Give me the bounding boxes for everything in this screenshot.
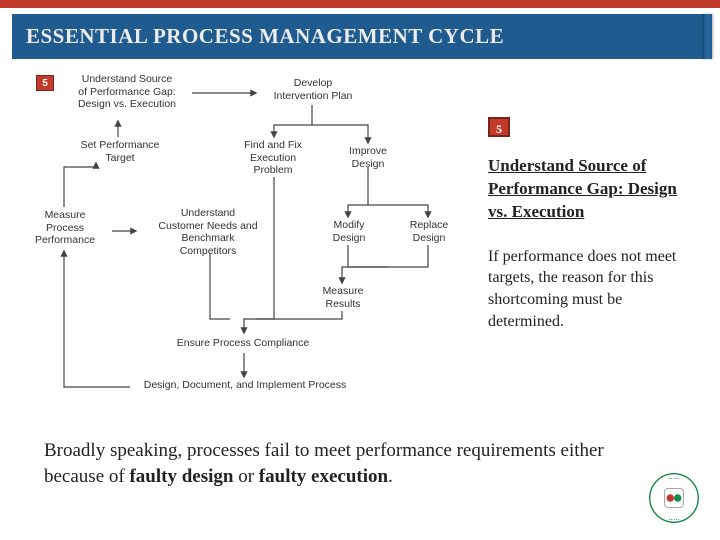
content: 5 Understand Sourceof Performance Gap:De… <box>0 59 720 67</box>
step-badge-5: 5 <box>36 75 54 91</box>
bottom-bold-2: faulty execution <box>259 466 388 487</box>
title-bar: ESSENTIAL PROCESS MANAGEMENT CYCLE <box>12 14 708 59</box>
side-step-badge: 5 <box>488 117 510 137</box>
page-title: ESSENTIAL PROCESS MANAGEMENT CYCLE <box>26 24 694 49</box>
node-design-doc: Design, Document, and Implement Process <box>130 379 360 392</box>
node-understand-source: Understand Sourceof Performance Gap:Desi… <box>62 73 192 111</box>
bottom-mid: or <box>233 466 258 487</box>
side-body: If performance does not meet targets, th… <box>488 246 688 332</box>
node-find-fix: Find and FixExecutionProblem <box>228 139 318 177</box>
bottom-post: . <box>388 466 393 487</box>
node-develop-intervention: DevelopIntervention Plan <box>258 77 368 102</box>
top-border <box>0 0 720 8</box>
bottom-summary: Broadly speaking, processes fail to meet… <box>44 438 604 489</box>
node-modify-design: ModifyDesign <box>320 219 378 244</box>
node-measure-results: MeasureResults <box>308 285 378 310</box>
bottom-bold-1: faulty design <box>129 466 233 487</box>
flowchart: 5 Understand Sourceof Performance Gap:De… <box>12 67 472 407</box>
node-understand-cust: UnderstandCustomer Needs andBenchmarkCom… <box>138 207 278 257</box>
svg-text:• • • • •: • • • • • <box>669 476 680 480</box>
node-replace-design: ReplaceDesign <box>400 219 458 244</box>
university-logo: • • • • • • • • • • <box>646 470 702 526</box>
node-ensure-compliance: Ensure Process Compliance <box>158 337 328 350</box>
side-panel: 5 Understand Source of Performance Gap: … <box>488 117 688 332</box>
node-improve-design: ImproveDesign <box>338 145 398 170</box>
side-heading: Understand Source of Performance Gap: De… <box>488 155 688 224</box>
node-set-target: Set PerformanceTarget <box>70 139 170 164</box>
svg-text:• • • • •: • • • • • <box>669 517 680 521</box>
node-measure-perf: MeasureProcessPerformance <box>20 209 110 247</box>
